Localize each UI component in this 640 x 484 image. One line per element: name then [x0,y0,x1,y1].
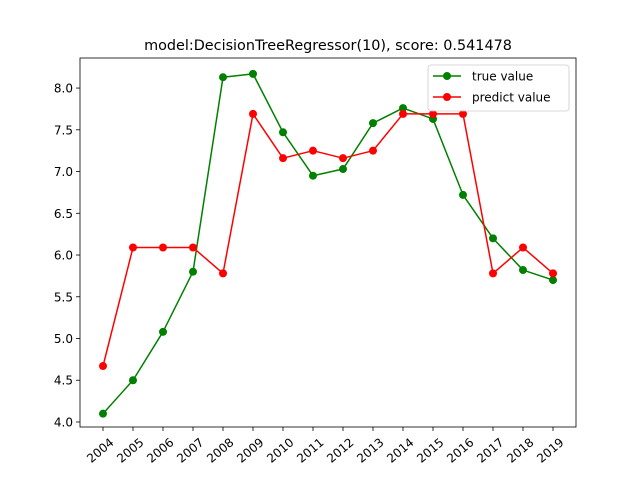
y-tick-label: 7.0 [54,165,73,179]
plot-area-frame [79,57,577,428]
data-point [129,243,137,252]
legend-entry: true value [433,70,533,84]
legend-label: predict value [472,91,551,105]
series-0 [99,69,557,418]
data-point [339,154,347,163]
data-point [549,276,557,285]
data-point [279,128,287,137]
data-point [339,165,347,174]
data-point [159,243,167,252]
data-point [519,243,527,252]
legend-entry: predict value [433,91,551,105]
y-tick-label: 7.5 [54,123,73,137]
series-1 [99,109,557,371]
data-point [219,269,227,278]
legend-label: true value [472,70,533,84]
legend-box [427,64,570,112]
data-point [399,109,407,118]
data-point [459,190,467,199]
data-point [309,146,317,155]
data-point [369,119,377,128]
y-tick-label: 6.5 [54,207,73,221]
data-point [429,109,437,118]
y-tick-label: 8.0 [54,82,73,96]
y-tick-label: 4.5 [54,374,73,388]
legend: true value predict value [427,64,570,112]
series-line [102,73,554,415]
data-point [249,109,257,118]
series-line [102,113,554,367]
chart-title: model:DecisionTreeRegressor(10), score: … [144,38,512,54]
y-tick-label: 6.0 [54,249,73,263]
legend-marker [443,72,451,80]
data-point [489,234,497,243]
data-point [459,109,467,118]
data-point [549,269,557,278]
y-tick-label: 4.0 [54,415,73,429]
data-point [369,146,377,155]
data-point [159,327,167,336]
data-point [519,266,527,275]
y-tick-label: 5.5 [54,290,73,304]
series-layer [99,69,557,418]
data-point [249,69,257,78]
data-point [399,104,407,113]
data-point [99,409,107,418]
data-point [129,376,137,385]
data-point [189,243,197,252]
y-tick-label: 5.0 [54,332,73,346]
data-point [99,362,107,371]
legend-marker [443,93,451,101]
data-point [219,73,227,82]
data-point [309,171,317,180]
data-point [489,269,497,278]
data-point [279,154,287,163]
y-axis-ticks: 4.0 4.5 5.0 5.5 6.0 6.5 7.0 7.5 8.0 [54,82,80,429]
data-point [189,267,197,276]
